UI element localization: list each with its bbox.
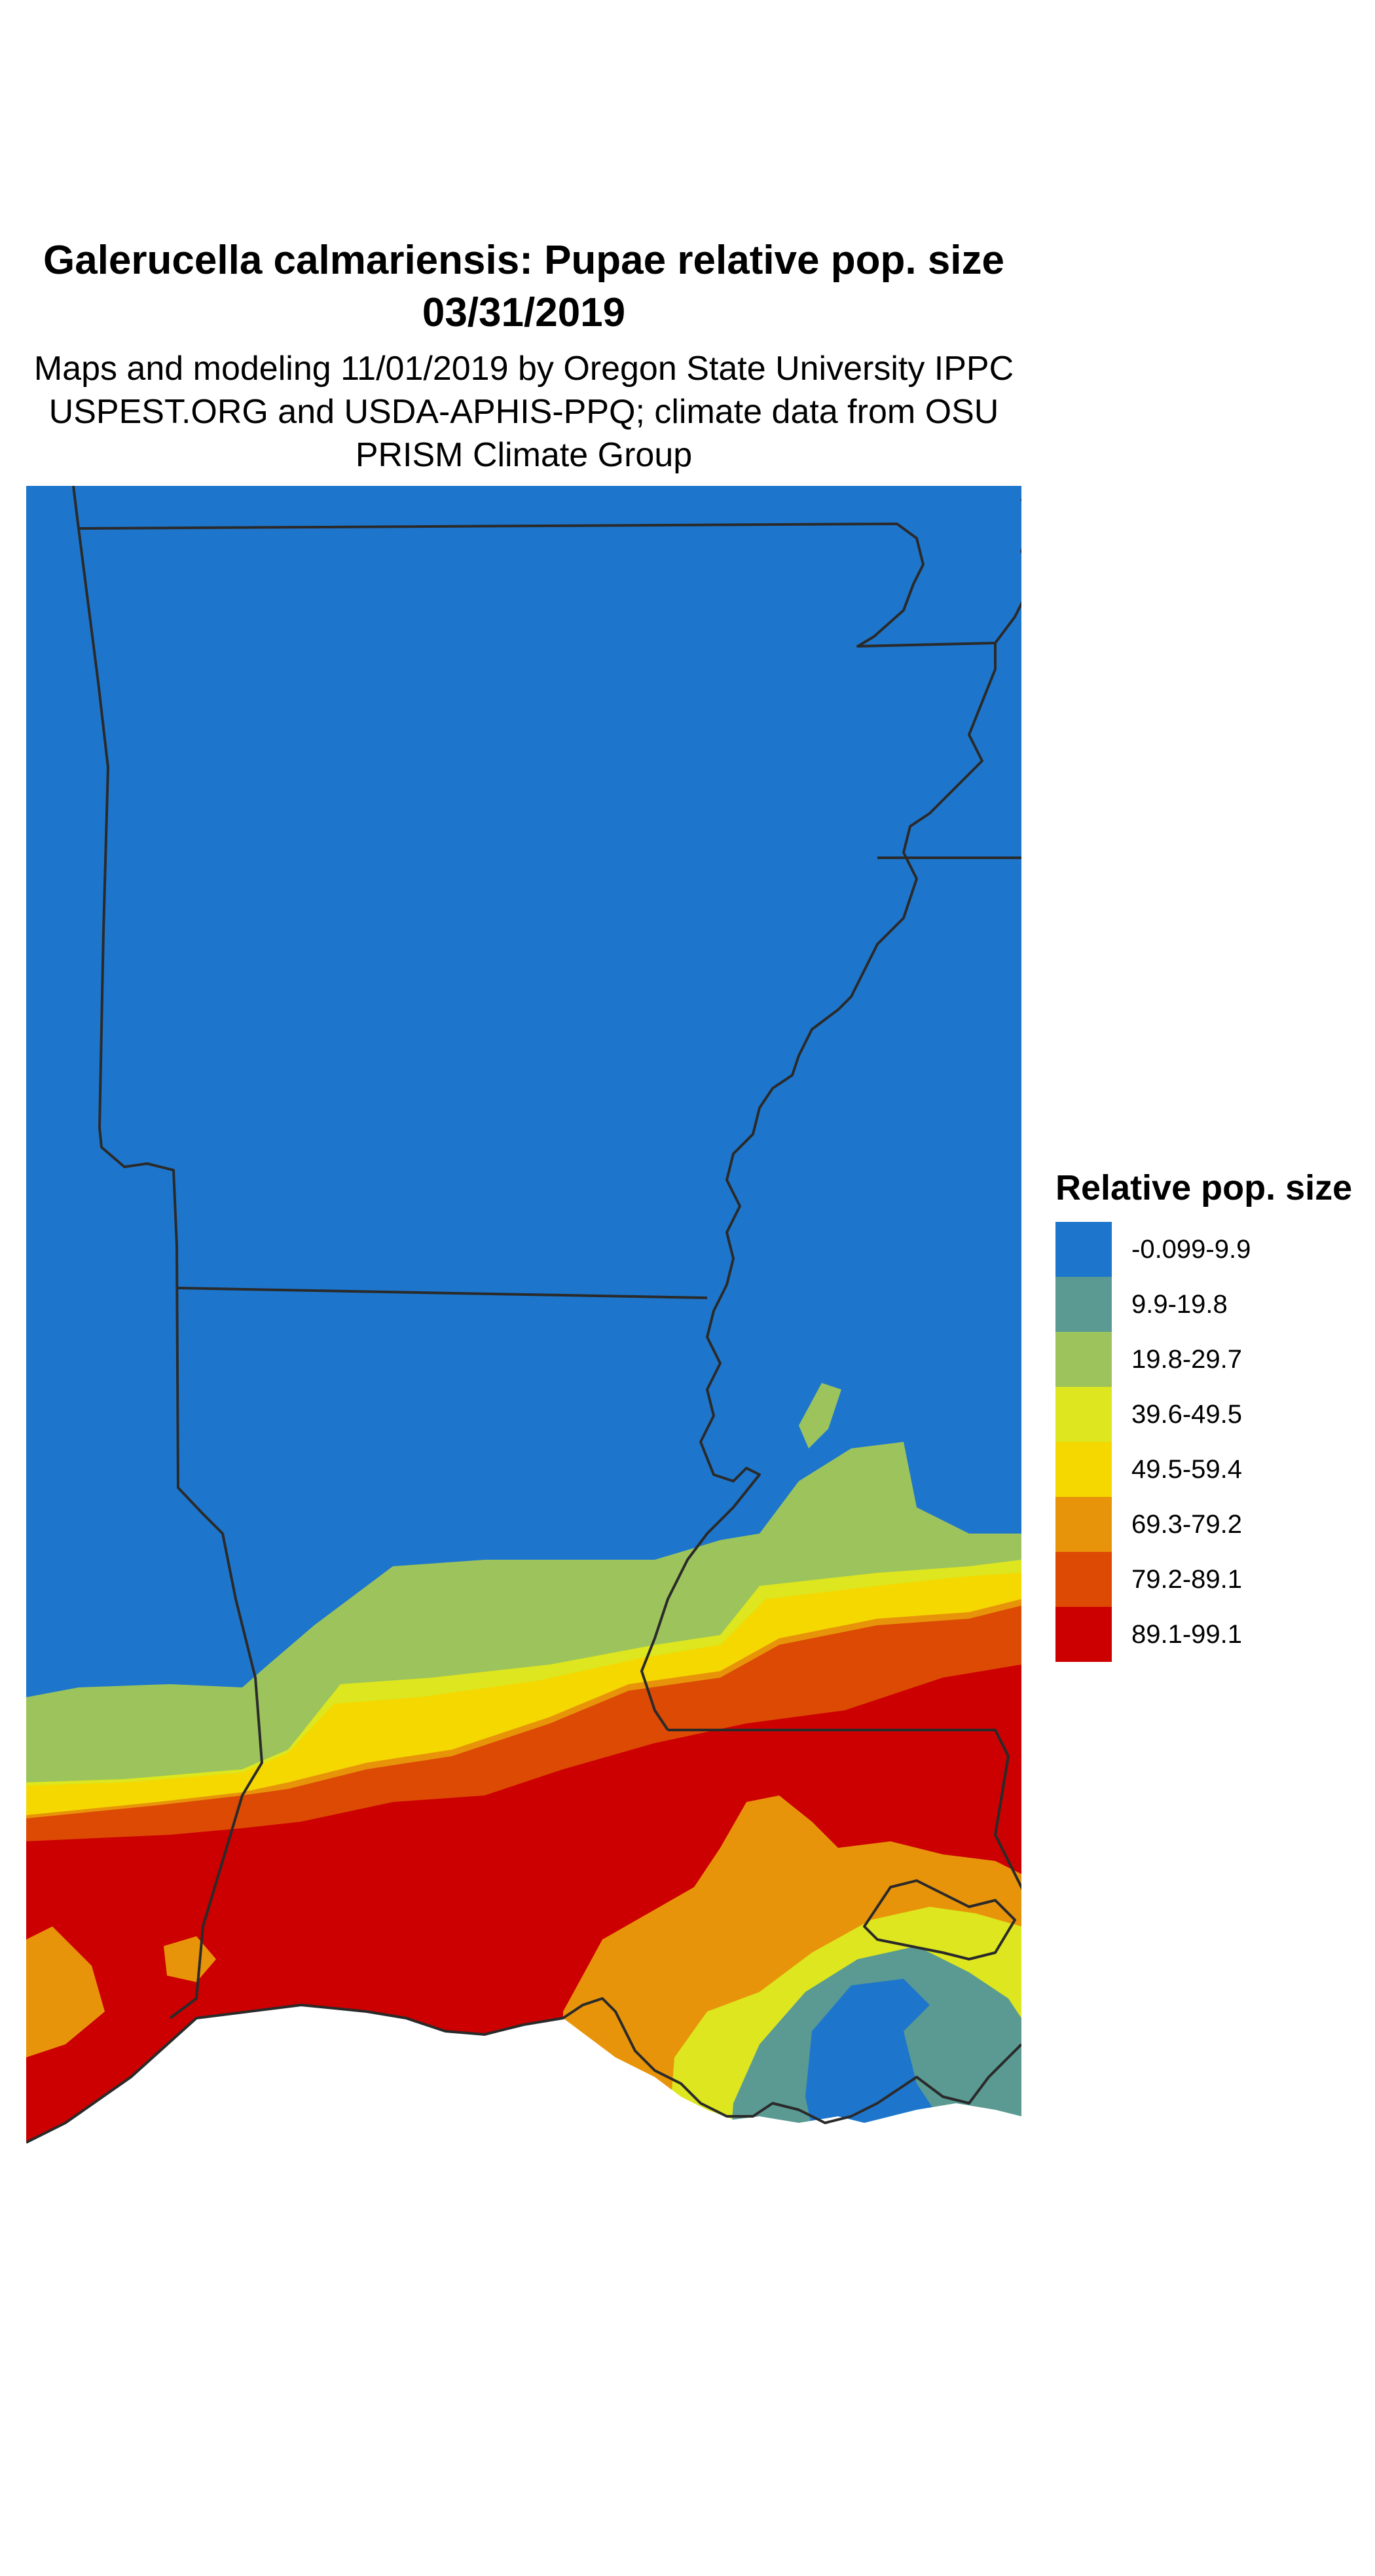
boundary-west	[72, 486, 263, 2019]
legend-label: 39.6-49.5	[1131, 1399, 1243, 1429]
boundary-river	[640, 643, 997, 1731]
legend-item: -0.099-9.9	[1055, 1222, 1363, 1277]
legend-label: -0.099-9.9	[1131, 1234, 1251, 1264]
population-map	[26, 486, 1021, 2188]
legend-swatch	[1055, 1552, 1112, 1607]
legend-swatch	[1055, 1497, 1112, 1552]
gulf-water	[26, 2005, 1021, 2188]
zone-class-3-streak	[799, 1383, 841, 1448]
state-boundaries	[26, 486, 1021, 2144]
boundary-east	[668, 1729, 1021, 1890]
legend-label: 49.5-59.4	[1131, 1454, 1243, 1484]
map-zones	[26, 486, 1021, 2188]
zone-class-6-west	[26, 1926, 105, 2057]
legend: Relative pop. size -0.099-9.9 9.9-19.8 19.…	[1055, 1166, 1363, 1662]
map-title: Galerucella calmariensis: Pupae relative…	[43, 238, 1005, 335]
legend-swatch	[1055, 1607, 1112, 1662]
zone-class-6-spot	[164, 1936, 216, 1982]
legend-swatch	[1055, 1332, 1112, 1387]
legend-swatch	[1055, 1442, 1112, 1497]
map-subtitle: Maps and modeling 11/01/2019 by Oregon S…	[33, 350, 1014, 474]
legend-swatch	[1055, 1277, 1112, 1332]
legend-label: 19.8-29.7	[1131, 1344, 1243, 1374]
boundary-mid	[177, 1287, 708, 1299]
legend-label: 9.9-19.8	[1131, 1289, 1228, 1319]
legend-label: 89.1-99.1	[1131, 1619, 1243, 1649]
legend-item: 19.8-29.7	[1055, 1332, 1363, 1387]
boundary-delta	[863, 1879, 1016, 1960]
legend-title: Relative pop. size	[1055, 1168, 1353, 1207]
legend-swatch	[1055, 1387, 1112, 1442]
legend-item: 69.3-79.2	[1055, 1497, 1363, 1552]
legend-swatch	[1055, 1222, 1112, 1277]
legend-label: 69.3-79.2	[1131, 1509, 1243, 1539]
legend-item: 39.6-49.5	[1055, 1387, 1363, 1442]
coastline	[26, 1997, 1021, 2144]
legend-item: 49.5-59.4	[1055, 1442, 1363, 1497]
boundary-north	[78, 499, 1021, 648]
legend-label: 79.2-89.1	[1131, 1564, 1243, 1594]
legend-item: 9.9-19.8	[1055, 1277, 1363, 1332]
gulf-water-inner	[681, 2162, 773, 2188]
legend-item: 79.2-89.1	[1055, 1552, 1363, 1607]
legend-item: 89.1-99.1	[1055, 1607, 1363, 1662]
legend-items: -0.099-9.9 9.9-19.8 19.8-29.7 39.6-49.5 49.5…	[1055, 1222, 1363, 1662]
